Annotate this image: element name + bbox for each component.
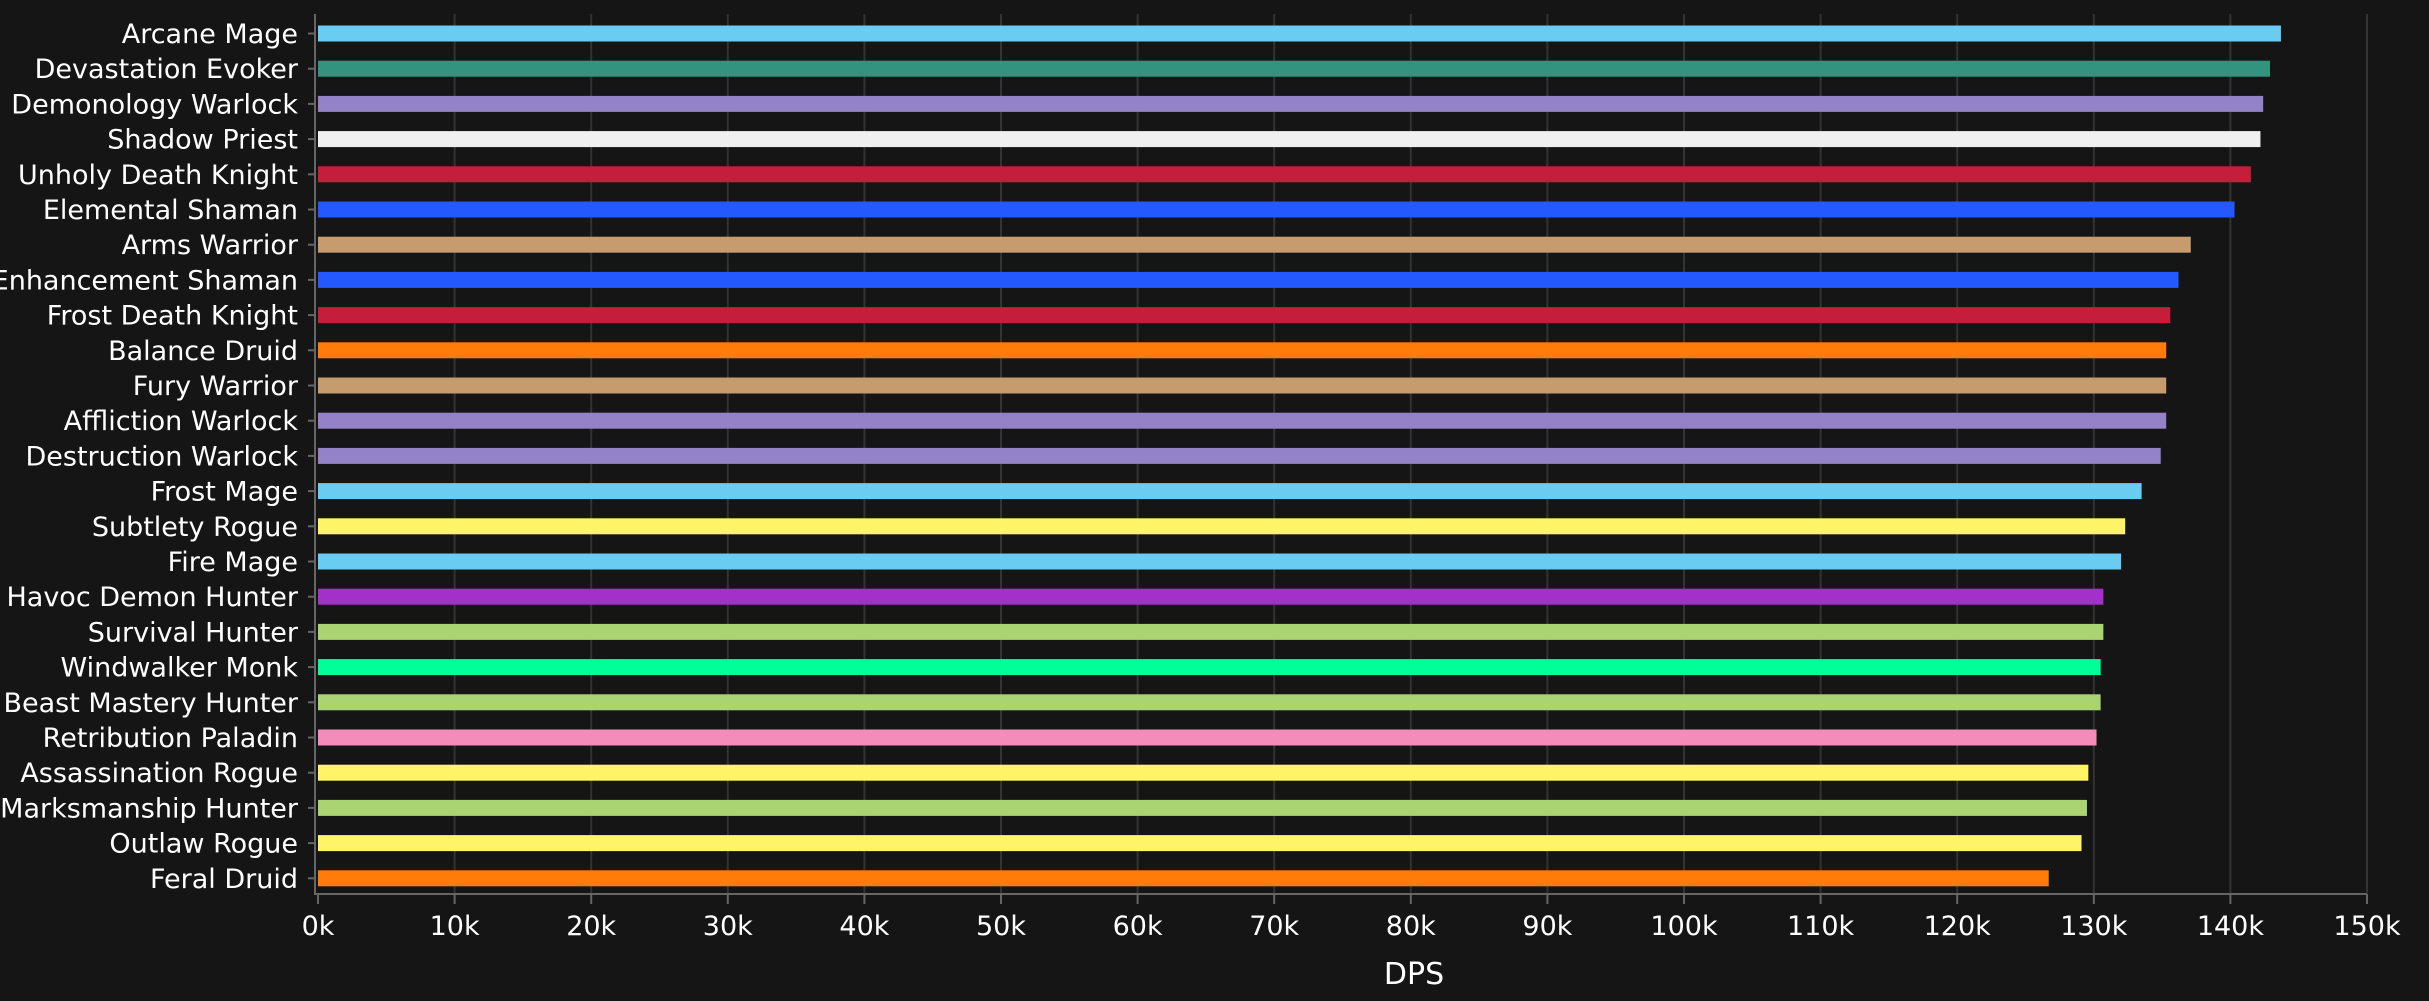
bar — [318, 483, 2142, 500]
category-label: Survival Hunter — [88, 617, 299, 648]
category-label: Fire Mage — [168, 547, 298, 578]
bar — [318, 835, 2082, 852]
category-label: Arcane Mage — [122, 19, 298, 50]
x-tick-label: 20k — [566, 911, 616, 942]
x-tick-label: 130k — [2060, 911, 2128, 942]
x-tick-label: 120k — [1924, 911, 1992, 942]
category-label: Balance Druid — [108, 336, 298, 367]
category-label: Beast Mastery Hunter — [3, 688, 298, 719]
bar — [318, 131, 2261, 148]
x-tick-label: 10k — [430, 911, 480, 942]
category-label: Devastation Evoker — [35, 54, 299, 85]
x-tick-label: 90k — [1522, 911, 1572, 942]
category-label: Enhancement Shaman — [0, 265, 298, 296]
category-label: Shadow Priest — [107, 125, 298, 156]
bar — [318, 201, 2235, 218]
bars — [318, 25, 2281, 887]
bar — [318, 518, 2126, 535]
category-label: Havoc Demon Hunter — [6, 582, 298, 613]
x-tick-label: 100k — [1650, 911, 1718, 942]
category-label: Retribution Paladin — [43, 723, 298, 754]
category-label: Frost Death Knight — [47, 301, 298, 332]
category-label: Unholy Death Knight — [18, 160, 298, 191]
x-axis-title: DPS — [1384, 957, 1444, 992]
bar — [318, 60, 2271, 77]
bar — [318, 377, 2167, 394]
bar — [318, 764, 2089, 781]
x-tick-label: 110k — [1787, 911, 1855, 942]
category-label: Assassination Rogue — [20, 758, 298, 789]
bar — [318, 659, 2101, 676]
category-label: Demonology Warlock — [11, 89, 298, 120]
category-label: Frost Mage — [151, 477, 298, 508]
bar — [318, 729, 2097, 746]
x-tick-label: 60k — [1113, 911, 1163, 942]
x-tick-label: 0k — [302, 911, 335, 942]
bar — [318, 799, 2087, 816]
x-tick-label: 70k — [1249, 911, 1299, 942]
x-tick-label: 30k — [703, 911, 753, 942]
bar — [318, 623, 2104, 640]
bar — [318, 342, 2167, 359]
category-label: Elemental Shaman — [43, 195, 298, 226]
category-label: Fury Warrior — [133, 371, 299, 402]
bar — [318, 25, 2281, 42]
bar — [318, 307, 2171, 324]
category-labels: Arcane Mage Devastation Evoker Demonology … — [0, 19, 299, 895]
x-axis: 0k 10k 20k 30k 40k 50k 60k 70k 80k 90k 100k 110k 120… — [302, 14, 2401, 942]
category-label: Feral Druid — [150, 864, 298, 895]
bar — [318, 553, 2122, 570]
x-tick-label: 140k — [2197, 911, 2265, 942]
bar — [318, 236, 2191, 253]
bar — [318, 271, 2179, 288]
bar — [318, 166, 2251, 183]
x-tick-label: 50k — [976, 911, 1026, 942]
bar — [318, 412, 2167, 429]
bar — [318, 588, 2104, 605]
bar — [318, 694, 2101, 711]
x-tick-label: 150k — [2333, 911, 2401, 942]
category-label: Arms Warrior — [122, 230, 299, 261]
category-label: Affliction Warlock — [64, 406, 299, 437]
category-label: Outlaw Rogue — [109, 829, 298, 860]
category-label: Subtlety Rogue — [92, 512, 298, 543]
bar — [318, 95, 2264, 112]
category-label: Destruction Warlock — [25, 441, 298, 472]
bar — [318, 447, 2161, 464]
x-tick-label: 40k — [839, 911, 889, 942]
category-label: Windwalker Monk — [60, 653, 298, 684]
category-label: Marksmanship Hunter — [0, 793, 299, 824]
x-tick-label: 80k — [1386, 911, 1436, 942]
bar — [318, 870, 2049, 887]
